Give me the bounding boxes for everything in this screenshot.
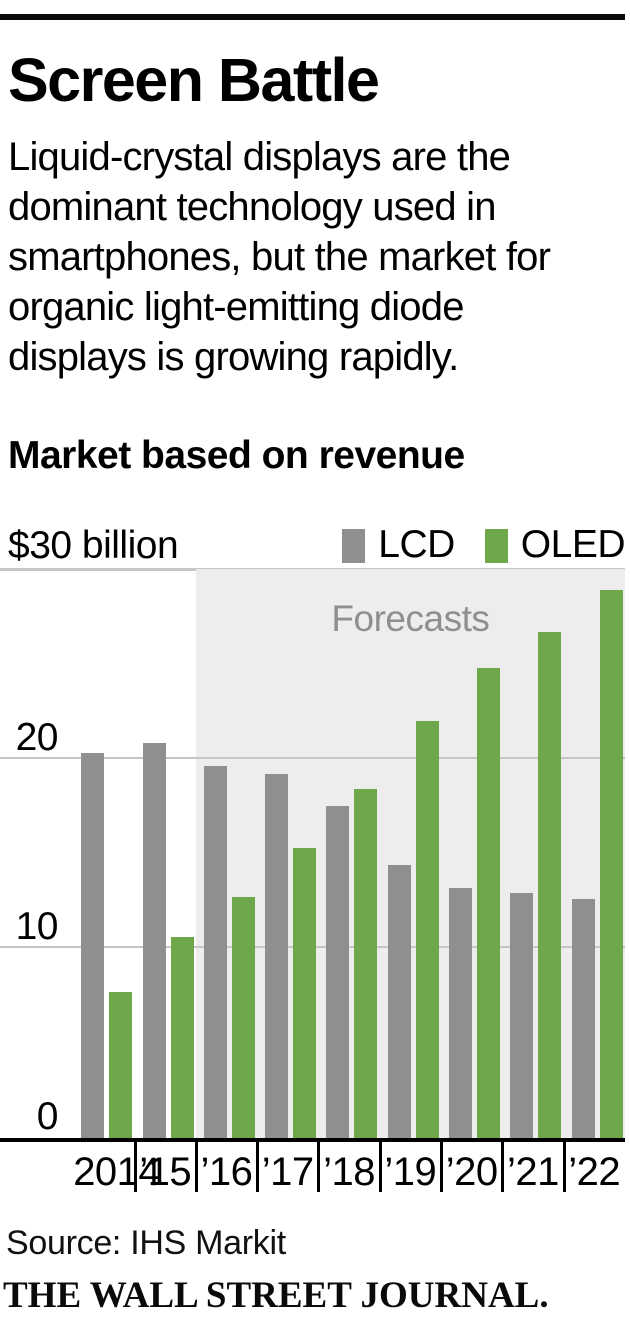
bar-oled-2016 [231, 897, 255, 1138]
y-axis-unit-label: $30 billion [8, 524, 179, 567]
bar-lcd-2014 [81, 753, 105, 1138]
y-axis-label-10: 10 [15, 905, 59, 949]
intro-line: Liquid-crystal displays are the [8, 135, 511, 179]
top-rule [0, 14, 625, 20]
x-tick-7 [501, 1142, 505, 1192]
x-axis-label-2019: ’19 [384, 1150, 437, 1194]
x-tick-8 [562, 1142, 566, 1192]
x-axis-label-2015: ’15 [139, 1150, 192, 1194]
legend-item-lcd: LCD [342, 524, 455, 566]
bar-oled-2014 [109, 992, 133, 1138]
bar-oled-2020 [477, 668, 500, 1138]
headline: Screen Battle [8, 46, 380, 114]
bar-lcd-2016 [203, 766, 227, 1138]
y-axis-label-0: 0 [36, 1095, 59, 1138]
bar-oled-2017 [293, 848, 317, 1138]
bar-lcd-2019 [387, 865, 411, 1138]
bar-lcd-2018 [326, 806, 350, 1138]
x-axis-label-2018: ’18 [323, 1150, 375, 1194]
x-tick-2 [194, 1142, 198, 1192]
x-axis-label-2022: ’22 [568, 1150, 621, 1194]
bar-oled-2018 [354, 789, 378, 1138]
bar-lcd-2015 [142, 743, 166, 1138]
y-axis-label-20: 20 [15, 715, 59, 759]
bar-lcd-2017 [265, 774, 289, 1138]
forecast-label: Forecasts [331, 598, 490, 639]
bar-lcd-2021 [510, 893, 534, 1138]
bar-oled-2019 [415, 721, 439, 1138]
x-tick-5 [378, 1142, 382, 1192]
legend-swatch-oled [484, 529, 508, 563]
bar-oled-2015 [170, 937, 194, 1138]
chart-subtitle: Market based on revenue [8, 434, 465, 477]
intro-paragraph: Liquid-crystal displays are the dominant… [8, 132, 626, 382]
intro-line: displays is growing rapidly. [8, 335, 459, 379]
x-axis-label-2014: 2014 [73, 1150, 161, 1194]
legend: LCD OLED [0, 523, 626, 566]
legend-label-lcd: LCD [378, 523, 455, 566]
bar-oled-2021 [538, 632, 562, 1138]
legend-item-oled: OLED [484, 523, 626, 566]
legend-label-oled: OLED [520, 523, 626, 566]
x-tick-3 [256, 1142, 260, 1192]
x-axis-label-2017: ’17 [261, 1150, 314, 1194]
bar-lcd-2022 [571, 899, 595, 1138]
intro-line: smartphones, but the market for [8, 235, 551, 279]
x-tick-4 [317, 1142, 321, 1192]
x-axis-label-2021: ’21 [507, 1150, 559, 1194]
intro-line: organic light-emitting diode [8, 285, 464, 329]
x-axis-label-2020: ’20 [445, 1150, 498, 1194]
x-axis-label-2016: ’16 [200, 1150, 253, 1194]
x-tick-6 [440, 1142, 443, 1192]
gridline-20 [0, 756, 625, 759]
source-line: Source: IHS Markit [6, 1224, 286, 1262]
intro-line: dominant technology used in [8, 185, 496, 229]
bar-oled-2022 [599, 590, 623, 1138]
legend-swatch-lcd [342, 529, 366, 563]
brand-logotype: THE WALL STREET JOURNAL. [3, 1275, 549, 1316]
bar-chart-plot: Forecasts [0, 569, 625, 1138]
x-axis-line [0, 1138, 625, 1142]
bar-lcd-2020 [449, 888, 472, 1138]
x-tick-1 [133, 1142, 137, 1192]
